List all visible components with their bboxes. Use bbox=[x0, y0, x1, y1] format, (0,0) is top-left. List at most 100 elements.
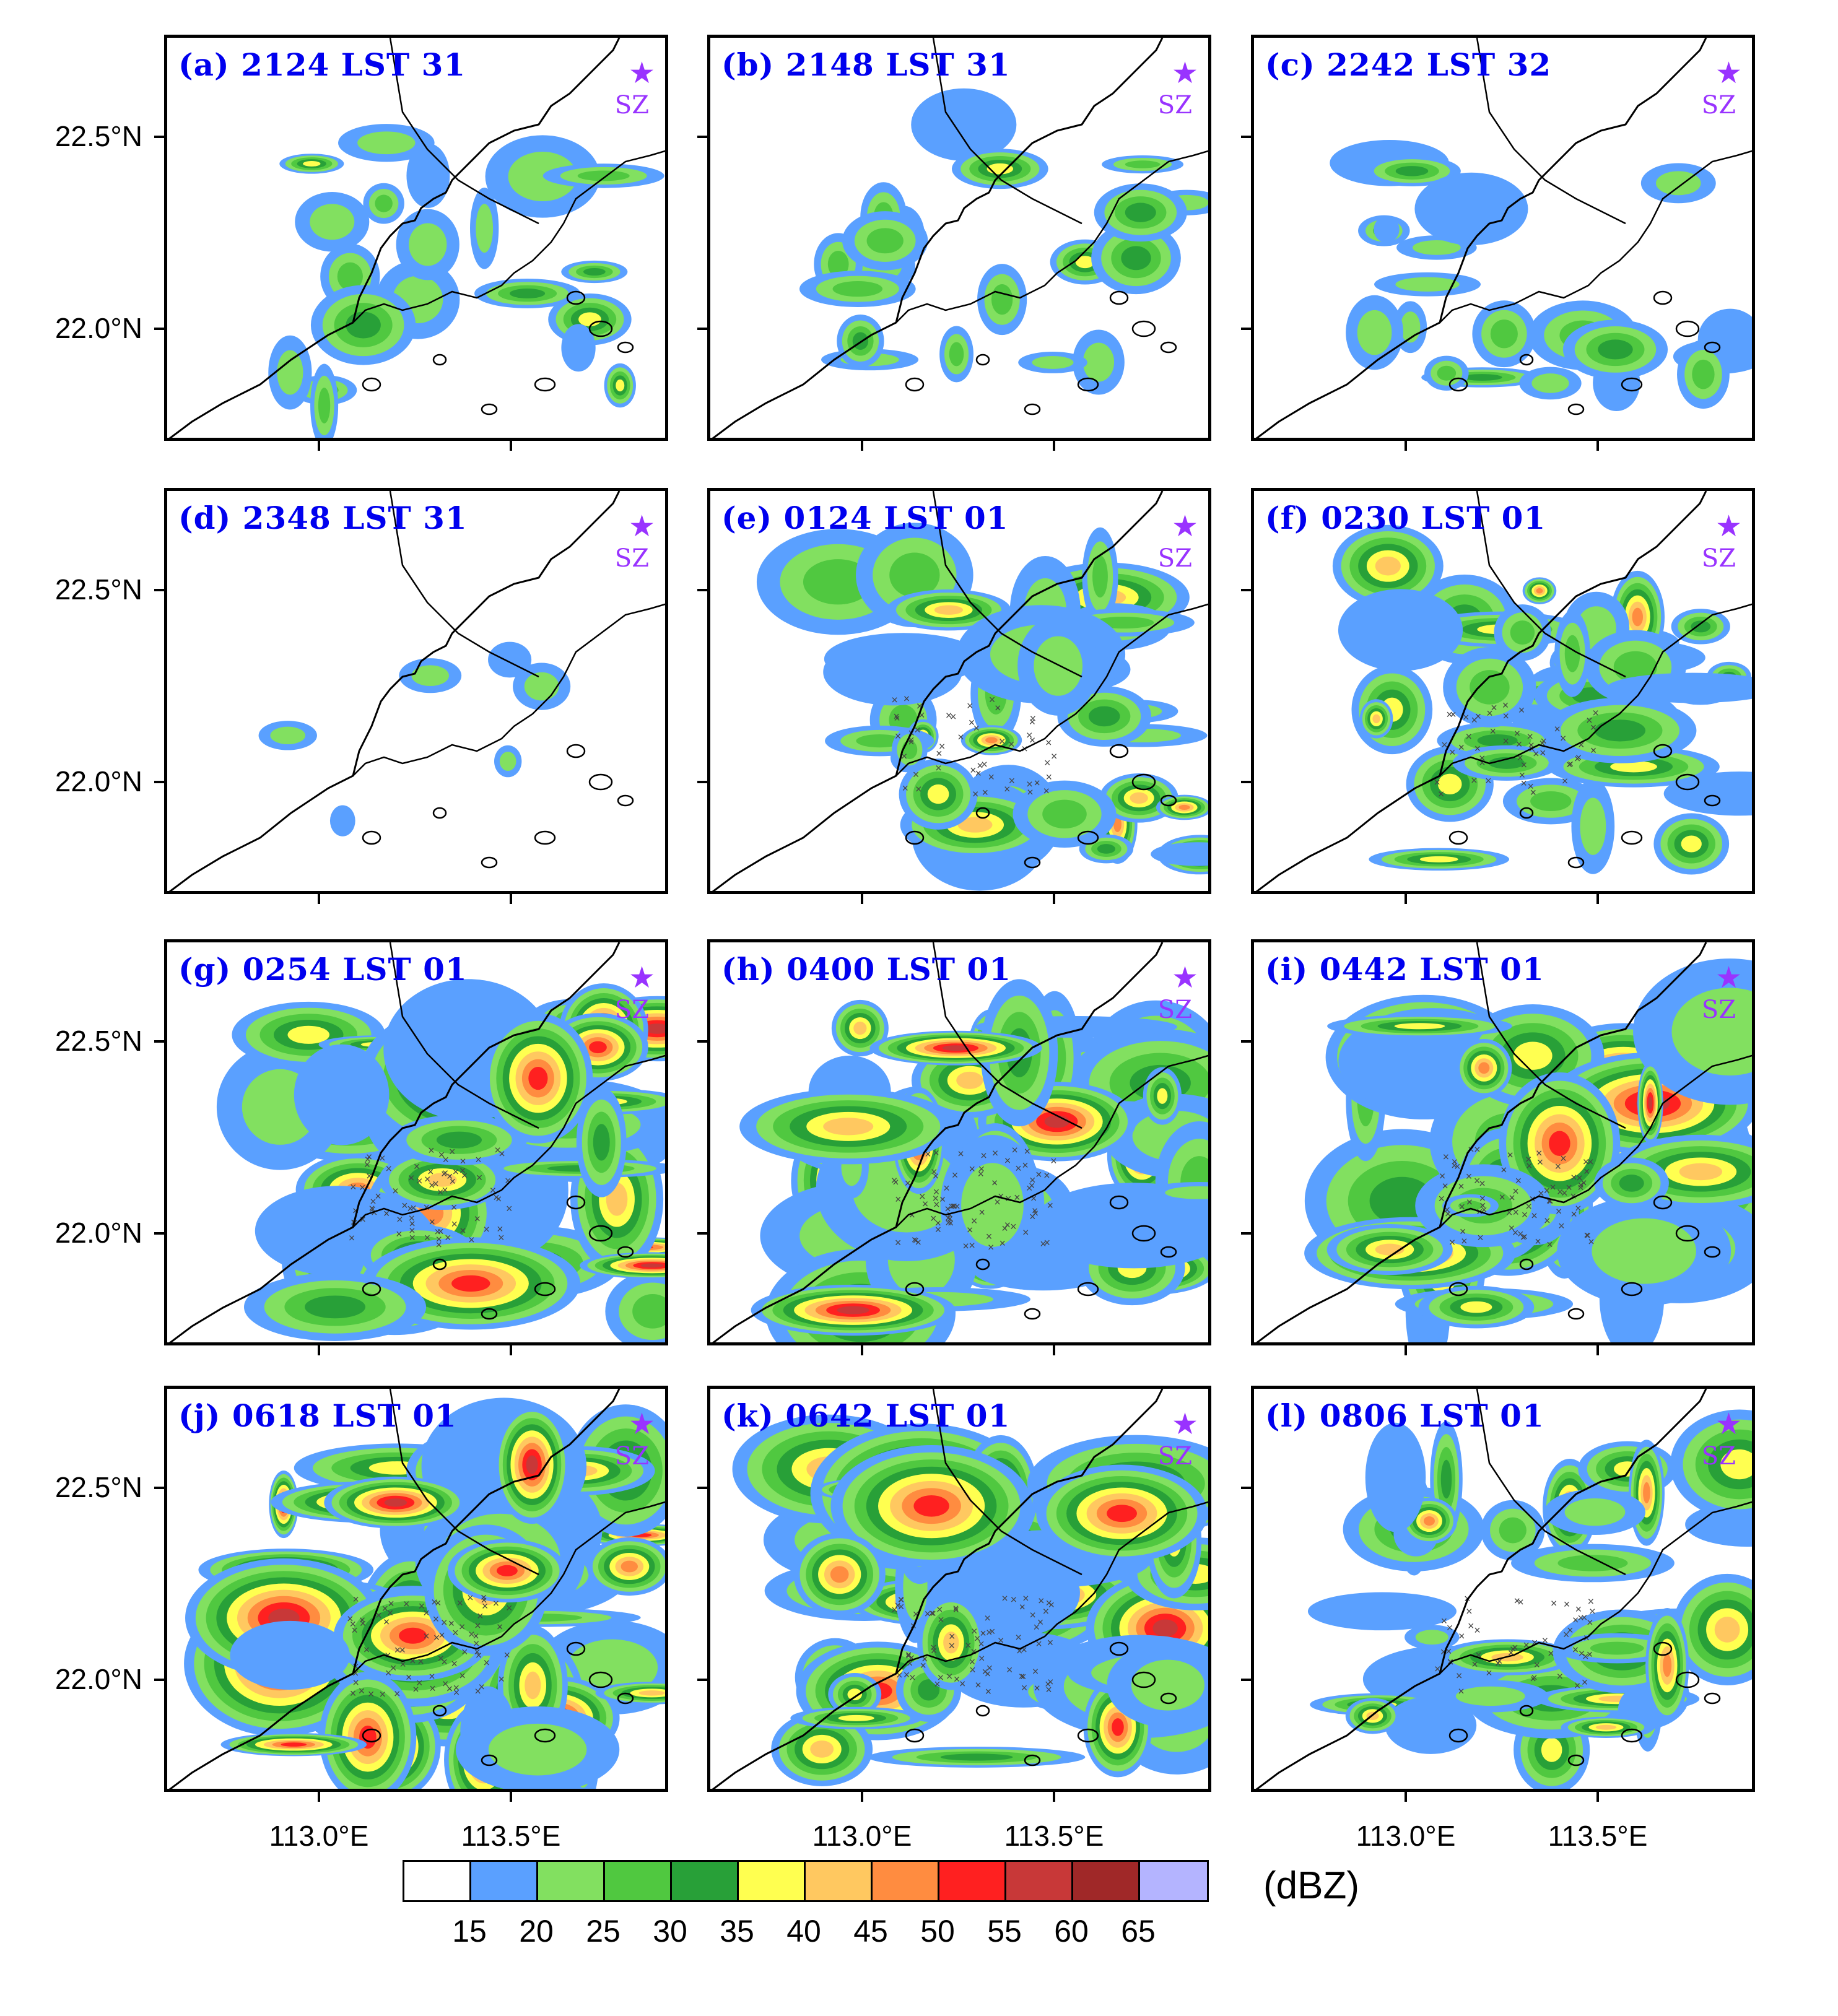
reflectivity-echo bbox=[1414, 172, 1528, 245]
lightning-mark: × bbox=[1517, 1228, 1524, 1240]
longitude-label: 113.0°E bbox=[812, 1820, 912, 1852]
colorbar-swatch bbox=[939, 1862, 1006, 1900]
lightning-mark: × bbox=[1486, 707, 1493, 719]
lightning-mark: × bbox=[1570, 1190, 1577, 1202]
lightning-mark: × bbox=[446, 1683, 453, 1695]
reflectivity-echo bbox=[1671, 988, 1752, 1076]
lightning-mark: × bbox=[1022, 1159, 1029, 1171]
reflectivity-echo bbox=[1598, 339, 1633, 360]
latitude-label: 22.0°N bbox=[54, 1217, 142, 1249]
lightning-mark: × bbox=[1004, 1219, 1011, 1232]
lightning-mark: × bbox=[383, 1616, 390, 1628]
reflectivity-echo bbox=[357, 131, 416, 155]
island-outline bbox=[362, 1282, 381, 1297]
lightning-mark: × bbox=[1557, 1186, 1564, 1198]
reflectivity-echo bbox=[1107, 1505, 1137, 1523]
island-outline bbox=[534, 377, 556, 392]
lightning-mark: × bbox=[429, 1216, 436, 1228]
lightning-mark: × bbox=[1034, 1621, 1040, 1633]
lightning-mark: × bbox=[435, 1233, 442, 1245]
axis-tick bbox=[318, 1792, 320, 1802]
lightning-mark: × bbox=[352, 1593, 359, 1605]
reflectivity-echo bbox=[1499, 1517, 1527, 1544]
axis-tick bbox=[154, 1679, 164, 1681]
lightning-mark: × bbox=[396, 1228, 403, 1240]
lightning-mark: × bbox=[1447, 1656, 1454, 1668]
reflectivity-echo bbox=[1437, 773, 1462, 794]
lightning-mark: × bbox=[432, 1178, 439, 1190]
lightning-mark: × bbox=[438, 1149, 445, 1161]
boundary-line bbox=[932, 1389, 1082, 1576]
lightning-mark: × bbox=[1463, 711, 1470, 723]
lightning-mark: × bbox=[933, 1186, 940, 1198]
lightning-mark: × bbox=[947, 1209, 954, 1221]
star-icon: ★ bbox=[1715, 57, 1742, 90]
star-icon: ★ bbox=[1171, 57, 1198, 90]
lightning-mark: × bbox=[1496, 1655, 1503, 1667]
island-outline bbox=[617, 341, 634, 354]
lightning-mark: × bbox=[385, 1667, 392, 1679]
lightning-mark: × bbox=[445, 1232, 451, 1244]
island-outline bbox=[1675, 773, 1700, 791]
axis-tick bbox=[1053, 1345, 1055, 1355]
lightning-mark: × bbox=[1035, 1638, 1042, 1650]
reflectivity-echo bbox=[1458, 1201, 1483, 1211]
lightning-mark: × bbox=[441, 1168, 448, 1180]
lightning-mark: × bbox=[1479, 752, 1486, 764]
lightning-mark: × bbox=[459, 1670, 466, 1682]
lightning-mark: × bbox=[1566, 1181, 1572, 1194]
reflectivity-echo bbox=[1714, 1617, 1740, 1643]
lightning-mark: × bbox=[431, 1596, 438, 1609]
lightning-mark: × bbox=[913, 1608, 920, 1620]
lightning-mark: × bbox=[1499, 1191, 1505, 1203]
reflectivity-echo bbox=[889, 552, 940, 597]
lightning-mark: × bbox=[1046, 1597, 1053, 1609]
island-outline bbox=[1704, 794, 1721, 807]
lightning-mark: × bbox=[969, 1163, 976, 1175]
lightning-mark: × bbox=[915, 783, 922, 796]
reflectivity-echo bbox=[1125, 160, 1161, 168]
island-outline bbox=[534, 1728, 556, 1743]
lightning-mark: × bbox=[1047, 1199, 1053, 1212]
island-outline bbox=[534, 830, 556, 845]
lightning-mark: × bbox=[1458, 1630, 1465, 1643]
reflectivity-echo bbox=[583, 267, 606, 276]
lightning-mark: × bbox=[1024, 1145, 1031, 1157]
lightning-mark: × bbox=[504, 1649, 511, 1661]
longitude-label: 113.5°E bbox=[1548, 1820, 1648, 1852]
axis-tick bbox=[697, 1040, 707, 1043]
lightning-mark: × bbox=[1578, 739, 1585, 751]
reflectivity-echo bbox=[524, 672, 559, 701]
boundary-line bbox=[1476, 38, 1626, 225]
lightning-mark: × bbox=[473, 1630, 479, 1642]
lightning-mark: × bbox=[987, 1662, 993, 1674]
lightning-mark: × bbox=[375, 1190, 381, 1202]
colorbar bbox=[403, 1860, 1209, 1902]
reflectivity-echo bbox=[1564, 1498, 1626, 1526]
lightning-mark: × bbox=[481, 1594, 487, 1606]
lightning-mark: × bbox=[1527, 731, 1533, 743]
lightning-mark: × bbox=[1575, 1603, 1582, 1615]
lightning-mark: × bbox=[1557, 1671, 1564, 1683]
reflectivity-echo bbox=[1488, 757, 1525, 769]
lightning-mark: × bbox=[1577, 1181, 1584, 1194]
lightning-mark: × bbox=[416, 1175, 423, 1187]
lightning-mark: × bbox=[359, 1614, 366, 1626]
lightning-mark: × bbox=[428, 1144, 435, 1157]
lightning-mark: × bbox=[460, 1155, 466, 1167]
reflectivity-echo bbox=[913, 1495, 949, 1517]
sz-label: SZ bbox=[614, 544, 649, 573]
lightning-mark: × bbox=[351, 1624, 358, 1636]
panel-label: (g) 0254 LST 01 bbox=[178, 951, 468, 988]
lightning-mark: × bbox=[933, 1199, 940, 1211]
map-panel: × × × × × × × × × × × × × × × × × × × × × × × × × × × × × × × × × × × × × × × ×… bbox=[1251, 1386, 1755, 1792]
island-outline bbox=[432, 354, 447, 366]
lightning-mark: × bbox=[1032, 1666, 1039, 1678]
panel-label: (c) 2242 LST 32 bbox=[1265, 46, 1552, 83]
lightning-mark: × bbox=[1004, 783, 1011, 795]
lightning-mark: × bbox=[1512, 1641, 1518, 1654]
lightning-mark: × bbox=[908, 736, 915, 749]
island-outline bbox=[905, 1728, 925, 1743]
lightning-mark: × bbox=[475, 1154, 482, 1166]
lightning-mark: × bbox=[936, 1603, 943, 1615]
